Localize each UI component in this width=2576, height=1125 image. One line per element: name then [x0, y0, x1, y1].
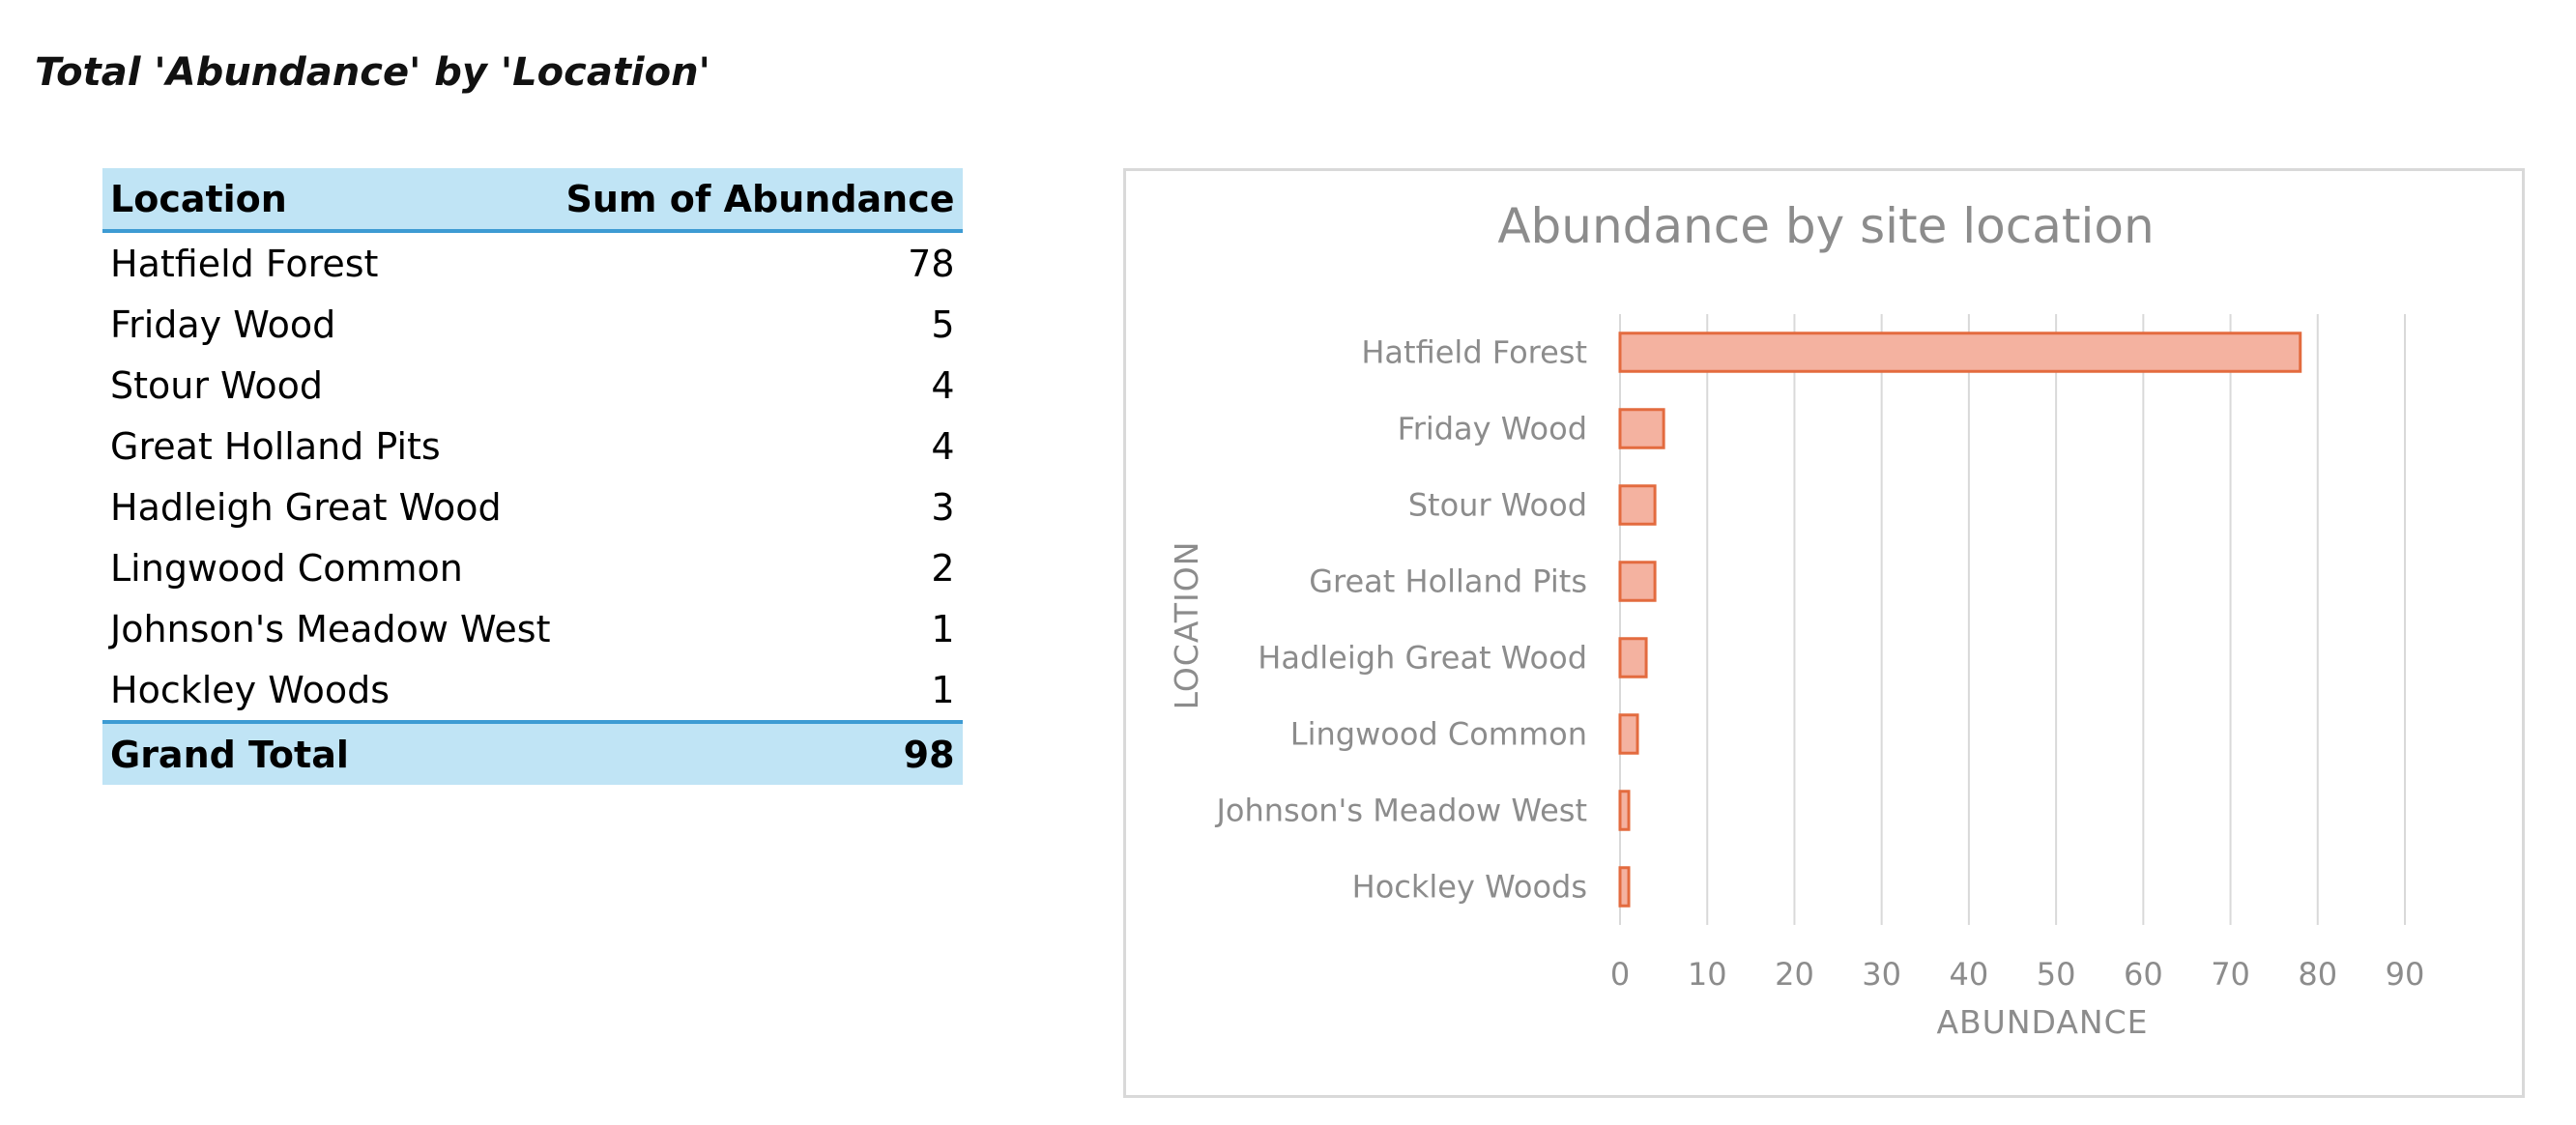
table-row[interactable]: Great Holland Pits 4 — [102, 416, 963, 476]
column-header-location[interactable]: Location — [102, 168, 559, 233]
table-row[interactable]: Hadleigh Great Wood 3 — [102, 476, 963, 537]
row-location: Hadleigh Great Wood — [110, 485, 502, 529]
row-sum: 5 — [931, 303, 955, 346]
grand-total-row[interactable]: Grand Total 98 — [102, 720, 963, 785]
row-location: Johnson's Meadow West — [110, 607, 551, 650]
x-tick-label: 50 — [2037, 956, 2076, 993]
page-title: Total 'Abundance' by 'Location' — [35, 50, 710, 95]
table-row[interactable]: Friday Wood 5 — [102, 294, 963, 355]
row-sum: 4 — [931, 424, 955, 468]
bar-chart[interactable]: Abundance by site location Hatfield Fore… — [1123, 168, 2525, 1098]
x-tick-labels: 0 10 20 30 40 50 60 70 80 90 — [1610, 956, 2425, 993]
x-tick-label: 10 — [1688, 956, 1727, 993]
x-tick-label: 20 — [1775, 956, 1814, 993]
bar[interactable] — [1618, 332, 2302, 373]
row-sum: 78 — [908, 242, 955, 285]
x-tick-label: 40 — [1950, 956, 1989, 993]
bar[interactable] — [1618, 790, 1631, 831]
category-label: Johnson's Meadow West — [1214, 793, 1587, 829]
bar[interactable] — [1618, 484, 1657, 526]
category-labels: Hatfield Forest Friday Wood Stour Wood Grea… — [1214, 334, 1587, 906]
grand-total-label: Grand Total — [102, 720, 559, 785]
table-row[interactable]: Stour Wood 4 — [102, 355, 963, 416]
category-label: Hatfield Forest — [1361, 334, 1587, 371]
row-sum: 2 — [931, 546, 955, 590]
bars — [1618, 332, 2302, 908]
row-location: Hatfield Forest — [110, 242, 379, 285]
row-sum: 1 — [931, 668, 955, 711]
row-location: Stour Wood — [110, 363, 324, 407]
x-tick-label: 70 — [2211, 956, 2250, 993]
bar[interactable] — [1618, 866, 1631, 908]
bar[interactable] — [1618, 408, 1665, 449]
category-label: Hadleigh Great Wood — [1258, 640, 1587, 677]
table-row[interactable]: Hockley Woods 1 — [102, 659, 963, 722]
x-tick-label: 60 — [2124, 956, 2163, 993]
x-tick-label: 80 — [2298, 956, 2337, 993]
bar[interactable] — [1618, 713, 1639, 755]
x-axis-title: ABUNDANCE — [1936, 1003, 2148, 1041]
row-sum: 4 — [931, 363, 955, 407]
category-label: Lingwood Common — [1290, 716, 1587, 753]
bar[interactable] — [1618, 637, 1648, 678]
gridlines — [1619, 314, 2406, 925]
y-axis-title: LOCATION — [1168, 541, 1205, 710]
x-tick-label: 0 — [1610, 956, 1630, 993]
table-row[interactable]: Lingwood Common 2 — [102, 537, 963, 598]
row-location: Hockley Woods — [110, 668, 390, 711]
chart-canvas: Abundance by site location Hatfield Fore… — [1168, 198, 2425, 1041]
category-label: Friday Wood — [1398, 411, 1587, 447]
category-label: Hockley Woods — [1352, 869, 1587, 906]
bar[interactable] — [1618, 561, 1657, 602]
row-location: Friday Wood — [110, 303, 336, 346]
row-sum: 1 — [931, 607, 955, 650]
x-tick-label: 30 — [1862, 956, 1901, 993]
row-location: Great Holland Pits — [110, 424, 441, 468]
category-label: Stour Wood — [1408, 487, 1587, 524]
table-header-row: Location Sum of Abundance — [102, 168, 963, 233]
table-row[interactable]: Johnson's Meadow West 1 — [102, 598, 963, 659]
grand-total-value: 98 — [558, 720, 963, 785]
row-location: Lingwood Common — [110, 546, 463, 590]
x-tick-label: 90 — [2386, 956, 2425, 993]
pivot-table: Location Sum of Abundance Hatfield Fores… — [102, 168, 963, 785]
column-header-sum[interactable]: Sum of Abundance — [558, 168, 963, 233]
table-row[interactable]: Hatfield Forest 78 — [102, 231, 963, 294]
chart-title: Abundance by site location — [1497, 198, 2154, 254]
category-label: Great Holland Pits — [1309, 563, 1587, 600]
row-sum: 3 — [931, 485, 955, 529]
